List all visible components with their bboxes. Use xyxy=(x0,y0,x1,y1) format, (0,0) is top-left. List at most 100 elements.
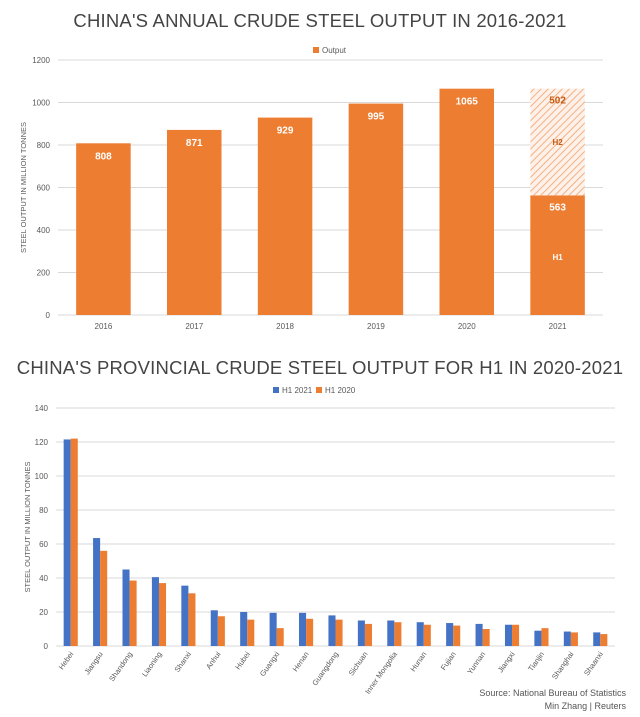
legend-label-0: H1 2021 xyxy=(282,386,313,395)
segment-label-h2: H2 xyxy=(552,138,563,147)
source-credit: Source: National Bureau of Statistics xyxy=(479,688,626,698)
x-tick-label-2017: 2017 xyxy=(185,322,203,331)
bar-0-15 xyxy=(504,624,513,646)
annual-output-chart: 0 200 400 600 800 1000 1200 STEEL OUTPUT IN MIL… xyxy=(19,46,603,331)
bar-0-11 xyxy=(387,620,395,646)
bar-0-18 xyxy=(593,632,601,646)
data-label-2017: 871 xyxy=(186,138,203,149)
x-tick-label-1: Jiangsu xyxy=(83,650,105,676)
bar-0-6 xyxy=(240,612,248,646)
bar-1-8 xyxy=(306,618,314,646)
bar-1-4 xyxy=(188,593,196,646)
x-tick-label-10: Sichuan xyxy=(347,650,370,677)
bar-0-0 xyxy=(63,439,71,646)
x-tick-label-12: Hunan xyxy=(408,650,428,673)
x-tick-label-18: Shaanxi xyxy=(582,650,605,678)
bar-2018 xyxy=(257,117,313,316)
x-tick-label-2: Shandong xyxy=(107,650,134,683)
bar-1-1 xyxy=(100,550,108,646)
data-label-2020: 1065 xyxy=(456,97,479,108)
x-tick-label-3: Liaoning xyxy=(140,650,164,678)
bar-1-9 xyxy=(335,619,343,646)
y-axis-title: STEEL OUTPUT IN MILLION TONNES xyxy=(23,461,32,592)
bar-2016 xyxy=(76,143,131,315)
bar-1-6 xyxy=(247,619,255,646)
y-tick-label-400: 400 xyxy=(37,226,51,235)
x-tick-label-9: Guangdong xyxy=(310,650,340,687)
y-tick-label-800: 800 xyxy=(37,141,51,150)
data-label-2019: 995 xyxy=(368,112,385,123)
bar-1-16 xyxy=(541,628,549,646)
y-tick-label-80: 80 xyxy=(39,506,48,515)
bar-2021 xyxy=(530,195,585,315)
bar-1-10 xyxy=(364,623,372,646)
segment-label-h1: H1 xyxy=(552,253,563,262)
y-tick-label-60: 60 xyxy=(39,540,48,549)
y-tick-label-0: 0 xyxy=(46,311,51,320)
bar-2020 xyxy=(439,88,494,315)
y-tick-label-120: 120 xyxy=(35,438,49,447)
bar-1-5 xyxy=(217,616,225,646)
x-tick-label-2019: 2019 xyxy=(367,322,385,331)
bar-0-10 xyxy=(357,620,365,646)
x-tick-label-6: Hubei xyxy=(233,650,252,671)
x-tick-label-13: Fujian xyxy=(439,650,458,672)
y-tick-label-100: 100 xyxy=(35,472,49,481)
x-tick-label-2016: 2016 xyxy=(95,322,113,331)
y-tick-label-1000: 1000 xyxy=(32,99,50,108)
bar-1-13 xyxy=(453,625,461,646)
bar-1-3 xyxy=(158,583,167,646)
data-label-2021-h1: 563 xyxy=(549,202,566,213)
bar-0-12 xyxy=(416,622,424,646)
y-tick-label-600: 600 xyxy=(37,184,51,193)
bar-0-13 xyxy=(446,623,454,646)
provincial-chart-title: CHINA'S PROVINCIAL CRUDE STEEL OUTPUT FO… xyxy=(16,357,624,378)
bar-2017 xyxy=(167,129,222,315)
legend-swatch-0 xyxy=(273,387,279,393)
data-label-2018: 929 xyxy=(277,126,294,137)
y-tick-label-20: 20 xyxy=(39,608,48,617)
x-tick-label-2018: 2018 xyxy=(276,322,294,331)
legend-label-output: Output xyxy=(322,46,347,55)
bar-2021-h2 xyxy=(530,88,585,196)
bar-0-3 xyxy=(151,577,159,646)
bar-0-14 xyxy=(475,623,483,646)
bar-1-12 xyxy=(423,624,431,646)
bar-1-15 xyxy=(512,624,520,646)
bar-1-7 xyxy=(276,628,284,646)
x-tick-label-0: Hebei xyxy=(57,650,76,671)
legend-label-1: H1 2020 xyxy=(325,386,356,395)
y-tick-label-1200: 1200 xyxy=(32,56,50,65)
bar-0-17 xyxy=(563,631,571,646)
x-tick-label-2021: 2021 xyxy=(549,322,567,331)
x-tick-label-16: Tianjin xyxy=(526,650,546,673)
bar-0-16 xyxy=(534,630,542,646)
bar-0-2 xyxy=(122,569,130,646)
bar-1-11 xyxy=(394,622,402,646)
bar-0-8 xyxy=(299,612,307,646)
x-tick-label-2020: 2020 xyxy=(458,322,476,331)
data-label-2016: 808 xyxy=(95,151,112,162)
y-tick-label-0: 0 xyxy=(44,642,49,651)
bar-1-2 xyxy=(129,580,137,646)
bar-1-18 xyxy=(600,634,608,646)
x-tick-label-17: Shanghai xyxy=(550,650,576,681)
bar-1-14 xyxy=(482,629,490,646)
bar-0-9 xyxy=(328,615,336,646)
x-tick-label-14: Yunnan xyxy=(465,650,487,676)
bar-1-0 xyxy=(70,438,78,646)
y-tick-label-200: 200 xyxy=(37,269,51,278)
data-label-2021-h2: 502 xyxy=(549,96,566,107)
bar-0-1 xyxy=(93,538,101,646)
y-tick-label-140: 140 xyxy=(35,404,49,413)
legend-swatch-output xyxy=(313,47,319,53)
author-credit: Min Zhang | Reuters xyxy=(544,701,626,711)
x-tick-label-8: Henan xyxy=(291,650,311,673)
y-axis-title: STEEL OUTPUT IN MILLION TONNES xyxy=(19,122,28,253)
y-tick-label-40: 40 xyxy=(39,574,48,583)
annual-chart-title: CHINA'S ANNUAL CRUDE STEEL OUTPUT IN 201… xyxy=(73,10,567,31)
bar-0-7 xyxy=(269,612,277,646)
bar-2019 xyxy=(348,103,404,315)
